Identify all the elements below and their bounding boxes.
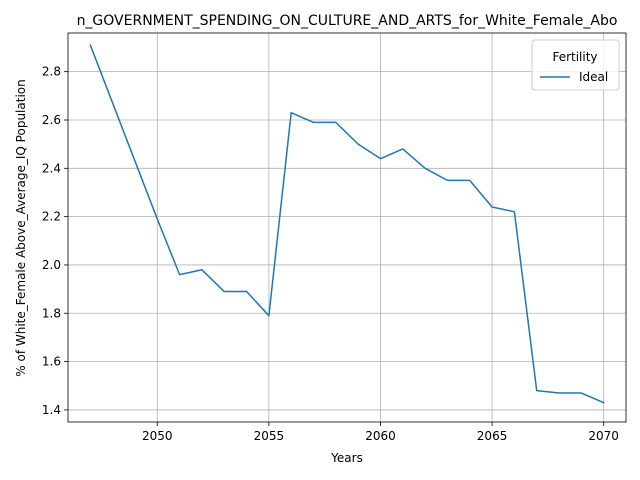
legend-title: Fertility: [552, 50, 597, 64]
grid-layer: [68, 33, 626, 422]
legend: Fertility Ideal: [531, 39, 620, 91]
y-axis-ticks: 1.4 1.6 1.8 2.0 2.2 2.4 2.6 2.8: [42, 65, 68, 417]
y-tick-label: 2.4: [42, 161, 61, 175]
series-line-ideal: [89, 44, 605, 404]
y-tick-label: 2.2: [42, 210, 61, 224]
x-tick-label: 2070: [588, 429, 619, 443]
y-tick-label: 1.4: [42, 403, 61, 417]
series-layer: [89, 44, 605, 404]
x-tick-label: 2060: [365, 429, 396, 443]
y-tick-label: 2.8: [42, 65, 61, 79]
chart-title: n_GOVERNMENT_SPENDING_ON_CULTURE_AND_ART…: [77, 13, 618, 29]
x-tick-label: 2055: [254, 429, 285, 443]
x-tick-label: 2050: [142, 429, 173, 443]
y-axis-label: % of White_Female Above_Average_IQ Popul…: [14, 79, 28, 376]
y-tick-label: 2.0: [42, 258, 61, 272]
x-axis-label: Years: [330, 451, 363, 465]
y-tick-label: 1.6: [42, 355, 61, 369]
plot-frame: [67, 32, 627, 423]
x-axis-ticks: 2050 2055 2060 2065 2070: [142, 422, 619, 443]
x-tick-label: 2065: [477, 429, 508, 443]
y-tick-label: 2.6: [42, 113, 61, 127]
legend-entry-ideal: Ideal: [579, 70, 608, 84]
y-tick-label: 1.8: [42, 306, 61, 320]
